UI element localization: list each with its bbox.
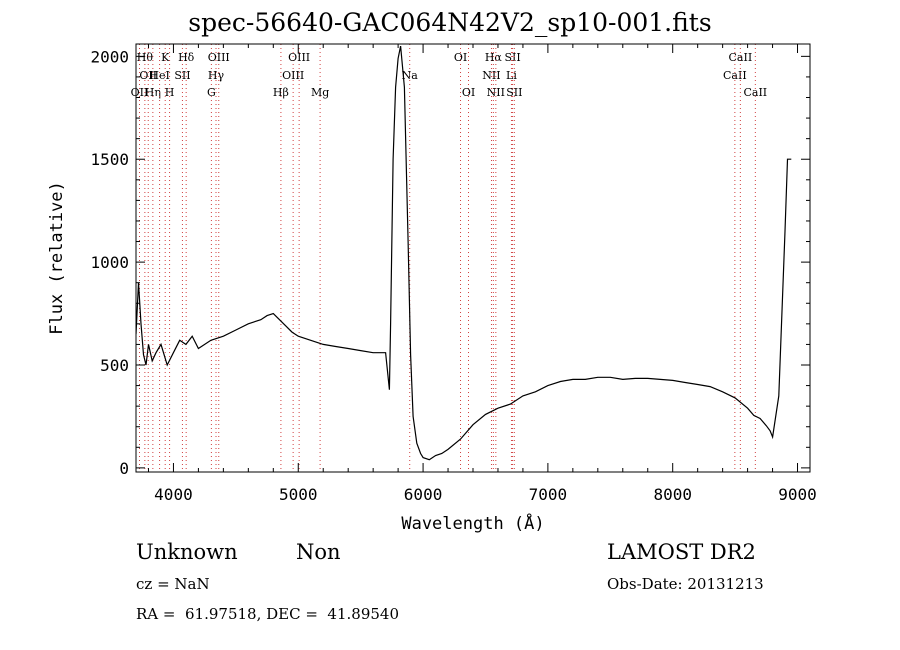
spectral-line-label: Hη — [145, 86, 161, 99]
spectral-line-label: OII — [131, 86, 149, 99]
x-tick-label: 5000 — [279, 485, 318, 504]
ra-dec: RA = 61.97518, DEC = 41.89540 — [136, 605, 400, 623]
spectrum-curve-layer — [136, 45, 792, 461]
x-tick-label: 9000 — [778, 485, 817, 504]
spectral-line-label: SII — [506, 86, 522, 99]
spectral-line-label: K — [161, 51, 170, 64]
spectral-line-label: OIII — [282, 69, 304, 82]
y-tick-label: 1500 — [90, 150, 129, 169]
spectral-line-label: Hθ — [137, 51, 154, 64]
spectral-line-label: OIII — [208, 51, 230, 64]
plot-frame — [135, 43, 811, 473]
spectral-line-label: Hγ — [208, 69, 225, 82]
spectrum-series-0 — [136, 45, 792, 461]
y-axis-label: Flux (relative) — [47, 181, 67, 335]
y-tick-label: 0 — [119, 459, 129, 478]
spectral-line-label: G — [207, 86, 216, 99]
survey-release: LAMOST DR2 — [607, 540, 756, 564]
spectral-line-label: Hδ — [178, 51, 195, 64]
y-tick-label: 500 — [100, 356, 129, 375]
spectral-line-label: SII — [504, 51, 520, 64]
spectral-line-label: H — [165, 86, 175, 99]
redshift-cz: cz = NaN — [136, 575, 210, 593]
spectral-line-label: Mg — [311, 86, 329, 99]
axes: 4000 5000 6000 7000 8000 9000 0 500 1000 1500 2000 — [90, 43, 817, 504]
x-tick-label: 7000 — [529, 485, 568, 504]
obs-date: Obs-Date: 20131213 — [607, 575, 764, 593]
spectral-line-label: SII — [174, 69, 190, 82]
spectral-line-label: OIII — [288, 51, 310, 64]
spectral-line-label: NII — [487, 86, 505, 99]
spectral-line-label: OI — [462, 86, 475, 99]
x-axis-label: Wavelength (Å) — [401, 512, 544, 534]
spectral-line-label: OI — [454, 51, 467, 64]
spectral-line-label: CaII — [723, 69, 747, 82]
spectral-line-markers: HθOIIOIIHηHeIKHSIIHδGHγOIIIHβOIIIOIIIMgN… — [131, 44, 767, 472]
spectral-line-label: Hα — [485, 51, 503, 64]
y-tick-label: 1000 — [90, 253, 129, 272]
spectral-line-label: CaII — [743, 86, 767, 99]
spectral-line-label: Li — [506, 69, 517, 82]
spectral-line-label: Hβ — [273, 86, 289, 99]
spectral-line-label: NII — [482, 69, 500, 82]
x-tick-label: 6000 — [404, 485, 443, 504]
object-class: Unknown — [136, 540, 238, 564]
x-tick-label: 8000 — [653, 485, 692, 504]
spectral-line-label: HeI — [149, 69, 169, 82]
spectral-line-label: CaII — [729, 51, 753, 64]
x-tick-label: 4000 — [154, 485, 193, 504]
object-subclass: Non — [296, 540, 341, 564]
chart-title: spec-56640-GAC064N42V2_sp10-001.fits — [188, 8, 712, 37]
spectral-line-label: Na — [402, 69, 419, 82]
y-tick-label: 2000 — [90, 47, 129, 66]
